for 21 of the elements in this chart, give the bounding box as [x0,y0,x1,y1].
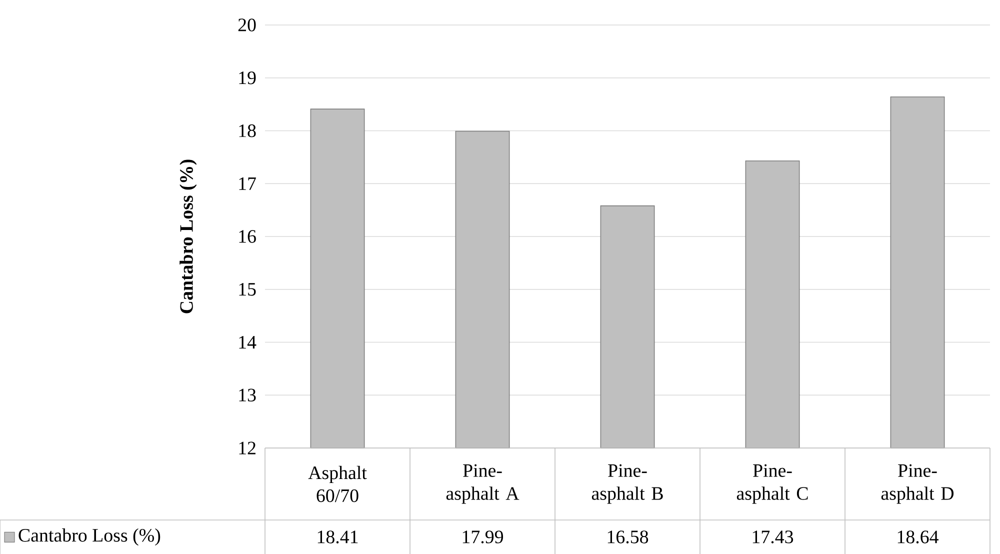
data-label: 18.41 [318,530,358,544]
y-tick-label: 12 [239,442,256,454]
y-tick-label: 19 [239,72,256,84]
x-tick-label: Pine-asphalt D [881,464,954,504]
x-tick-label: Pine-asphalt B [592,464,663,504]
data-label: 17.43 [752,530,794,544]
y-tick-label: 15 [239,283,256,296]
y-tick-label: 18 [239,124,256,138]
data-label: 16.58 [608,530,648,544]
y-tick-label: 20 [238,18,256,32]
legend-label: Cantabro Loss (%) [18,528,160,546]
y-tick-label: 17 [239,177,256,190]
x-tick-label: Asphalt 60/70 [308,466,367,502]
y-axis-title: Cantabro Loss (%) [180,160,197,314]
x-tick-label: Pine-asphalt C [736,464,808,504]
data-label: 17.99 [462,530,504,544]
y-tick-label: 13 [239,388,256,402]
y-tick-label: 14 [239,336,256,348]
y-tick-label: 16 [239,230,256,243]
x-tick-label: Pine-asphalt A [446,464,520,504]
data-label: 18.64 [898,530,939,544]
